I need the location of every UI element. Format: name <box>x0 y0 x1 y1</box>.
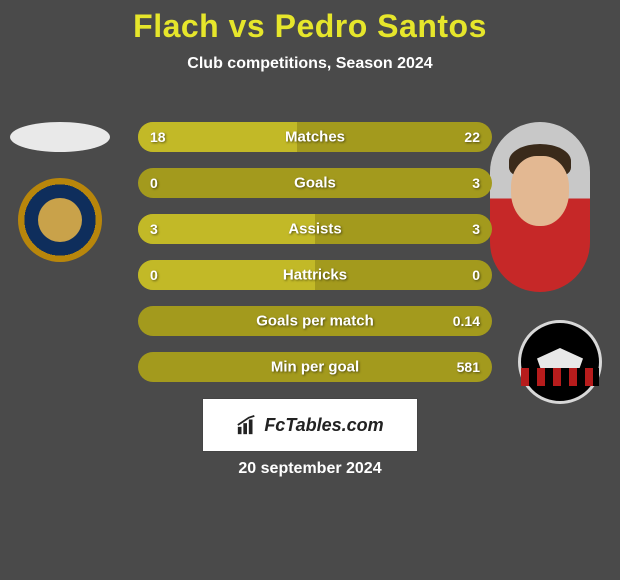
stat-label: Assists <box>288 221 341 238</box>
stat-value-p1: 0 <box>150 175 158 191</box>
stat-value-p2: 0.14 <box>453 313 480 329</box>
stat-value-p2: 3 <box>472 175 480 191</box>
stat-row: 18 Matches 22 <box>138 122 492 152</box>
stat-row: 0 Hattricks 0 <box>138 260 492 290</box>
stat-value-p2: 581 <box>457 359 480 375</box>
stat-label: Goals per match <box>256 313 374 330</box>
stat-value-p1: 3 <box>150 221 158 237</box>
stat-value-p2: 3 <box>472 221 480 237</box>
player2-photo <box>490 122 590 292</box>
page-title: Flach vs Pedro Santos <box>0 0 620 45</box>
stat-label: Hattricks <box>283 267 347 284</box>
stat-label: Matches <box>285 129 345 146</box>
stat-value-p2: 22 <box>464 129 480 145</box>
player1-club-badge <box>18 178 102 262</box>
chart-icon <box>236 414 258 436</box>
player1-photo <box>10 122 110 152</box>
footer-brand-box: FcTables.com <box>202 398 418 452</box>
footer-brand-text: FcTables.com <box>264 415 383 436</box>
stat-value-p1: 18 <box>150 129 166 145</box>
stat-row: Goals per match 0.14 <box>138 306 492 336</box>
stat-list: 18 Matches 22 0 Goals 3 3 Assists 3 0 Ha… <box>138 122 492 398</box>
stat-value-p1: 0 <box>150 267 158 283</box>
stat-label: Goals <box>294 175 336 192</box>
stat-label: Min per goal <box>271 359 359 376</box>
stat-row: 0 Goals 3 <box>138 168 492 198</box>
subtitle: Club competitions, Season 2024 <box>0 55 620 73</box>
stat-value-p2: 0 <box>472 267 480 283</box>
date-text: 20 september 2024 <box>238 460 381 478</box>
stat-row: 3 Assists 3 <box>138 214 492 244</box>
stat-row: Min per goal 581 <box>138 352 492 382</box>
player2-club-badge <box>518 320 602 404</box>
